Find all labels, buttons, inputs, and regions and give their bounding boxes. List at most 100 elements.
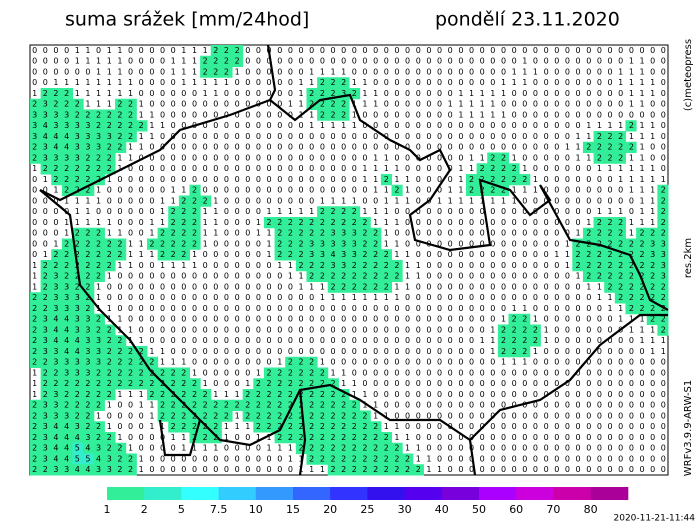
rain-cell <box>285 217 297 229</box>
rain-cell <box>614 238 626 250</box>
rain-cell <box>657 217 669 229</box>
rain-cell <box>657 303 669 315</box>
rain-cell <box>51 432 63 444</box>
rain-cell <box>636 238 648 250</box>
rain-cell <box>636 249 648 261</box>
rain-cell <box>83 260 95 272</box>
rain-cell <box>51 410 63 422</box>
rain-cell <box>370 432 382 444</box>
rain-cell <box>646 270 658 282</box>
rain-cell <box>614 292 626 304</box>
rain-cell <box>327 389 339 401</box>
rain-cell <box>285 421 297 433</box>
rain-cell <box>370 260 382 272</box>
rain-cell <box>136 120 148 132</box>
colorbar-label: 20 <box>323 503 337 516</box>
rain-cell <box>349 227 361 239</box>
colorbar-swatch <box>107 487 145 500</box>
rain-cell <box>93 163 105 175</box>
rain-cell <box>497 163 509 175</box>
rain-cell <box>93 399 105 411</box>
rain-cell <box>40 389 52 401</box>
colorbar-swatch <box>181 487 220 500</box>
rain-cell <box>380 249 393 261</box>
rain-cell <box>582 141 595 153</box>
rain-cell <box>146 378 159 390</box>
rain-cell <box>349 270 361 282</box>
rain-cell <box>338 77 350 89</box>
rain-cell <box>306 399 318 411</box>
rain-cell <box>274 227 286 239</box>
rain-cell <box>200 66 212 78</box>
rain-cell <box>306 227 318 239</box>
rain-cell <box>168 206 180 218</box>
rain-cell <box>306 249 318 261</box>
rain-cell <box>51 303 63 315</box>
rain-cell <box>40 324 52 336</box>
rain-cell <box>359 281 371 293</box>
rain-cell <box>51 109 63 121</box>
rain-cell <box>72 399 84 411</box>
rain-cell <box>295 249 307 261</box>
colorbar-label: 15 <box>286 503 300 516</box>
rain-cell <box>317 238 329 250</box>
rain-cell <box>30 432 42 444</box>
rain-cell <box>497 335 509 347</box>
rain-cell <box>61 281 74 293</box>
rain-cell <box>338 260 350 272</box>
rain-cell <box>61 335 74 347</box>
rain-cell <box>51 174 63 186</box>
rain-cell <box>380 270 393 282</box>
rain-cell <box>93 249 105 261</box>
rain-cell <box>242 399 254 411</box>
rain-cell <box>30 410 42 422</box>
rain-cell <box>115 98 127 110</box>
rain-cell <box>657 292 669 304</box>
rain-cell <box>242 410 254 422</box>
grid-cells <box>30 45 669 476</box>
rain-cell <box>487 174 499 186</box>
rain-cell <box>593 141 605 153</box>
rain-cell <box>72 281 84 293</box>
rain-cell <box>359 464 371 476</box>
rain-cell <box>40 356 52 368</box>
rain-cell <box>51 120 63 132</box>
colorbar-label: 2 <box>141 503 148 516</box>
rain-cell <box>317 109 329 121</box>
rain-cell <box>178 378 190 390</box>
rain-cell <box>593 249 605 261</box>
rain-cell <box>327 238 339 250</box>
rain-cell <box>317 270 329 282</box>
rain-cell <box>125 109 137 121</box>
rain-cell <box>93 324 105 336</box>
rain-cell <box>40 399 52 411</box>
rain-cell <box>168 227 180 239</box>
rain-cell <box>30 292 42 304</box>
rain-cell <box>263 378 276 390</box>
colorbar-swatch <box>516 487 554 500</box>
rain-cell <box>274 238 286 250</box>
rain-cell <box>93 389 105 401</box>
rain-cell <box>40 303 52 315</box>
rain-cell <box>93 141 105 153</box>
rain-cell <box>83 249 95 261</box>
colorbar-swatch <box>404 487 443 500</box>
rain-cell <box>636 303 648 315</box>
rain-cell <box>61 152 74 164</box>
rain-cell <box>338 410 350 422</box>
rain-cell <box>370 464 382 476</box>
rain-cell <box>51 356 63 368</box>
rain-cell <box>40 410 52 422</box>
rain-cell <box>529 335 541 347</box>
rain-cell <box>657 249 669 261</box>
rain-cell <box>83 453 95 465</box>
country-border <box>266 44 277 101</box>
rain-cell <box>72 356 84 368</box>
rain-cell <box>104 378 116 390</box>
rain-cell <box>61 141 74 153</box>
rain-cell <box>646 292 658 304</box>
rain-cell <box>83 313 95 325</box>
rain-cell <box>72 292 84 304</box>
rain-cell <box>593 270 605 282</box>
rain-cell <box>51 421 63 433</box>
